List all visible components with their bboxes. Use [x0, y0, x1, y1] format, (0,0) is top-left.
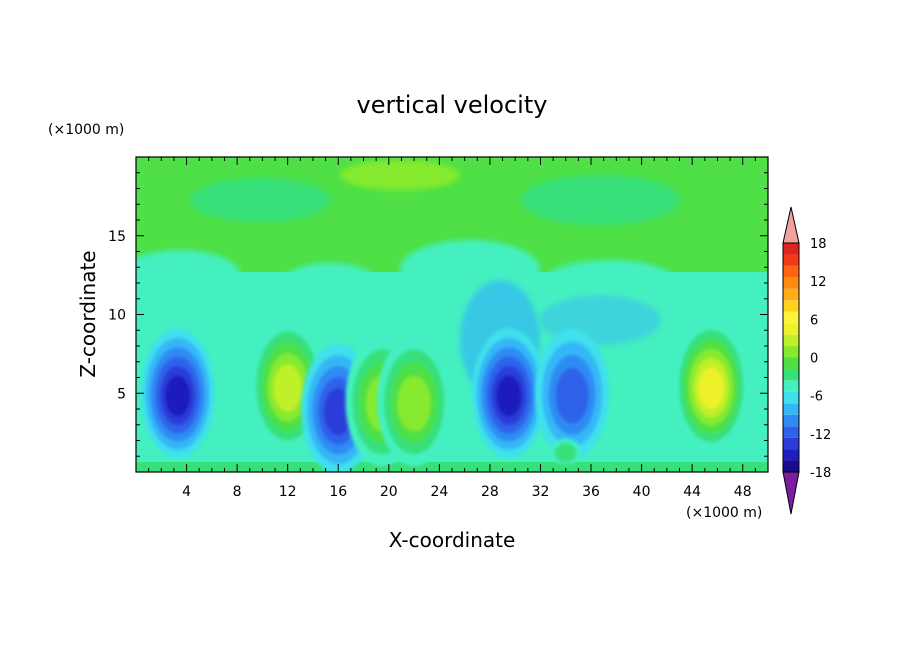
colorbar-segment [783, 380, 799, 392]
colorbar-tick-label: -18 [810, 466, 831, 481]
colorbar-segment [783, 277, 799, 289]
colorbar-tick-label: 0 [810, 352, 818, 367]
colorbar-min-arrow [782, 471, 800, 515]
colorbar-tick-label: -12 [810, 428, 831, 443]
x-tick-label: 28 [481, 484, 499, 500]
colorbar-segment [783, 426, 799, 438]
colorbar-max-arrow [782, 206, 800, 244]
colorbar-segment [783, 391, 799, 404]
x-tick-label: 32 [532, 484, 550, 500]
velocity-cell [377, 336, 452, 467]
colorbar-segment [783, 323, 799, 335]
x-tick-label: 36 [582, 484, 600, 500]
x-tick-label: 20 [380, 484, 398, 500]
y-tick-label: 10 [108, 308, 126, 324]
colorbar-segment [783, 460, 799, 472]
x-tick-label: 16 [329, 484, 347, 500]
colorbar-segment [783, 437, 799, 450]
colorbar-segment [783, 414, 799, 427]
colorbar-segment [783, 243, 799, 255]
colorbar-segment [783, 368, 799, 381]
x-tick-label: 48 [734, 484, 752, 500]
x-axis-label: X-coordinate [389, 528, 516, 552]
velocity-cell [550, 438, 581, 465]
colorbar-tick-label: -6 [810, 390, 823, 405]
colorbar-tick-label: 18 [810, 237, 827, 252]
colorbar-segment [783, 288, 799, 301]
colorbar-segment [783, 311, 799, 324]
colorbar-segment [783, 265, 799, 278]
chart-title: vertical velocity [357, 91, 548, 119]
colorbar-segment [783, 254, 799, 266]
x-tick-label: 4 [182, 484, 191, 500]
x-tick-label: 44 [683, 484, 701, 500]
velocity-cell [140, 328, 215, 459]
velocity-cell [535, 328, 610, 459]
colorbar: 18 12 6 0 -6 -12 -18 [782, 206, 831, 515]
heatmap-field [136, 157, 768, 472]
colorbar-segment [783, 300, 799, 312]
velocity-cell [674, 320, 749, 451]
y-unit-label: (×1000 m) [48, 122, 124, 138]
x-axis: 4 8 12 16 20 24 28 32 36 40 44 48 [148, 157, 756, 500]
x-unit-label: (×1000 m) [686, 505, 762, 521]
x-tick-label: 40 [633, 484, 651, 500]
x-tick-label: 12 [279, 484, 297, 500]
y-axis: 5 10 15 [108, 172, 768, 457]
colorbar-segment [783, 403, 799, 415]
y-axis-label: Z-coordinate [76, 250, 100, 377]
y-tick-label: 5 [117, 386, 126, 402]
colorbar-segment [783, 334, 799, 347]
y-tick-label: 15 [108, 229, 126, 245]
colorbar-tick-label: 6 [810, 313, 818, 328]
x-tick-label: 24 [430, 484, 448, 500]
colorbar-segment [783, 449, 799, 461]
colorbar-segment [783, 357, 799, 369]
colorbar-tick-label: 12 [810, 275, 827, 290]
x-tick-label: 8 [233, 484, 242, 500]
velocity-cell [471, 328, 546, 459]
colorbar-segment [783, 346, 799, 358]
